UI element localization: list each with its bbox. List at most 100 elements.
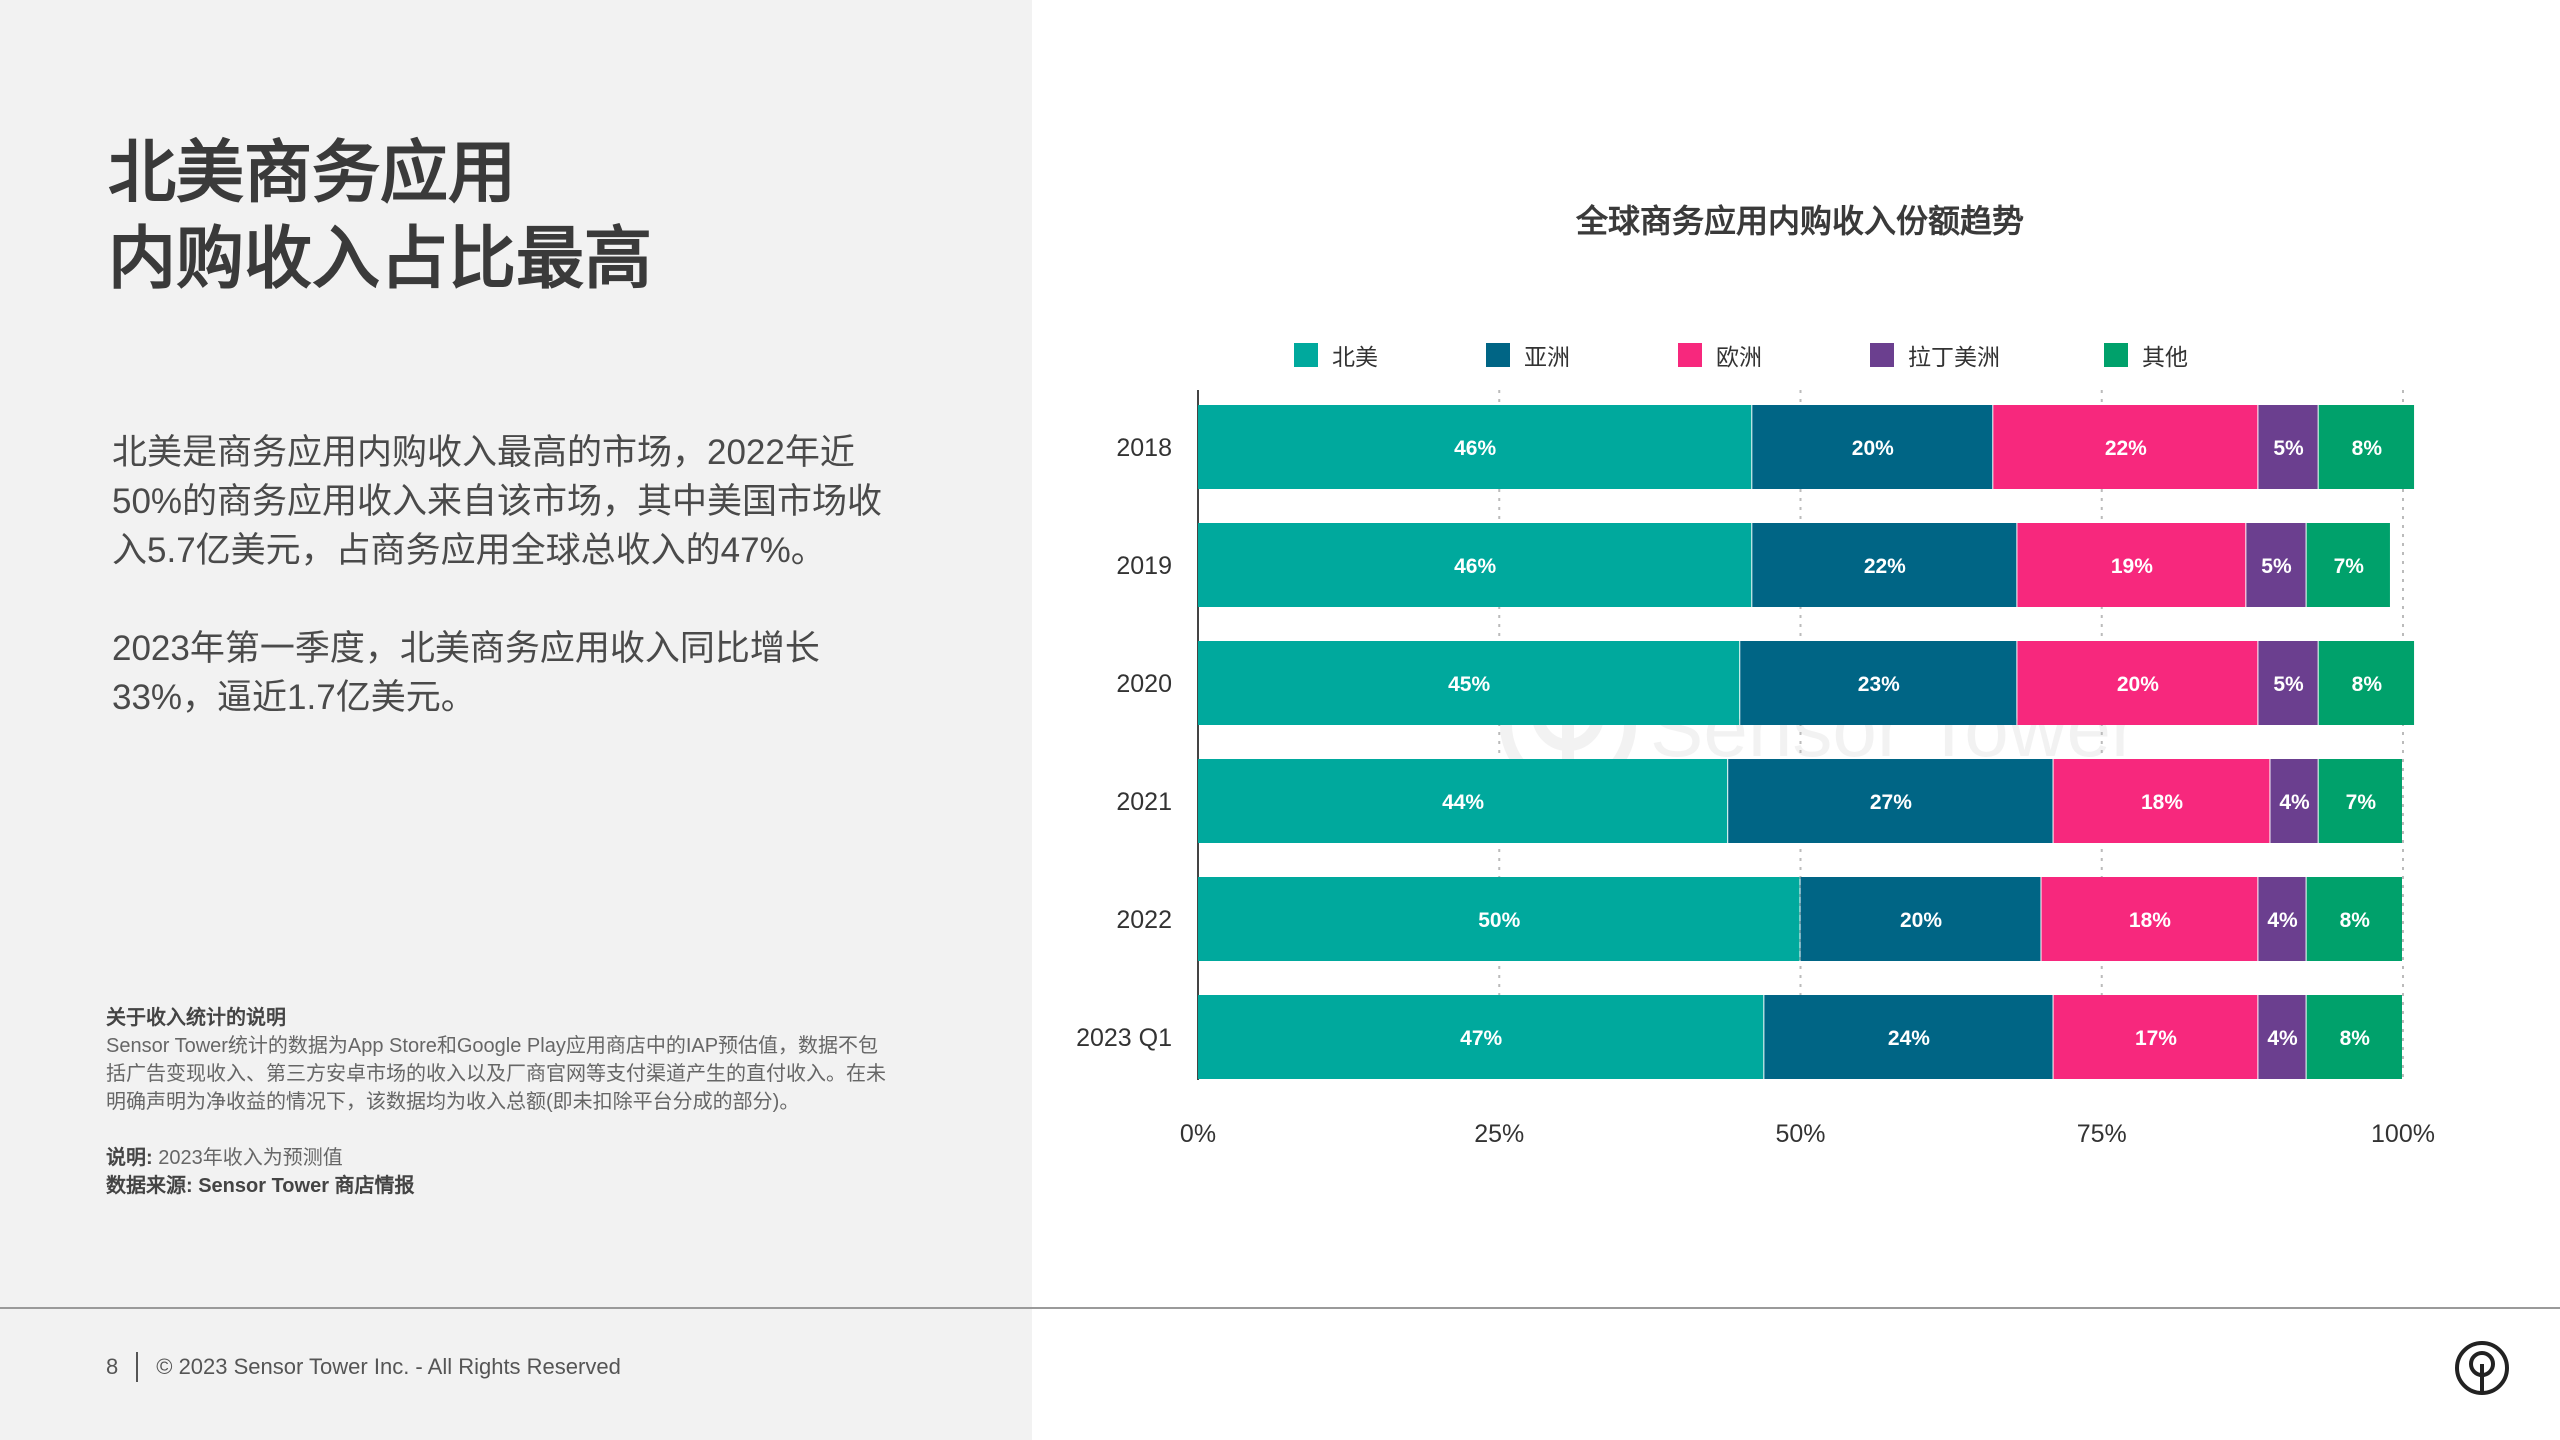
bar-segment — [1993, 405, 2258, 489]
x-tick-label: 50% — [1775, 1120, 1825, 1148]
y-category-label: 2021 — [1116, 788, 1172, 816]
bar-segment — [1198, 641, 1740, 725]
note-title: 关于收入统计的说明 — [106, 1007, 286, 1029]
data-label: 20% — [2117, 673, 2159, 696]
data-label: 46% — [1454, 437, 1496, 460]
x-tick-label: 100% — [2371, 1120, 2435, 1148]
explain-text: 2023年收入为预测值 — [158, 1147, 343, 1169]
legend-label: 拉丁美洲 — [1908, 344, 2000, 370]
bar-segment — [2306, 523, 2390, 607]
stacked-bar-chart: 0% 25% 50% 75% 100% 2018 46% 20% 22% 5% 8% 2019 46% 2… — [1076, 390, 2435, 1148]
data-label: 20% — [1852, 437, 1894, 460]
methodology-note: 关于收入统计的说明 Sensor Tower统计的数据为App Store和Go… — [106, 1004, 896, 1200]
data-label: 4% — [2267, 909, 2298, 932]
x-tick-label: 75% — [2077, 1120, 2127, 1148]
bar-segment — [2053, 759, 2270, 843]
data-label: 46% — [1454, 555, 1496, 578]
note-body: Sensor Tower统计的数据为App Store和Google Play应… — [106, 1035, 886, 1113]
y-category-label: 2018 — [1116, 434, 1172, 462]
bar-segment — [1740, 641, 2017, 725]
bar-segment — [2053, 995, 2258, 1079]
summary-paragraph-2: 2023年第一季度，北美商务应用收入同比增长33%，逼近1.7亿美元。 — [112, 629, 820, 717]
bar-segment — [2258, 405, 2318, 489]
copyright-text: © 2023 Sensor Tower Inc. - All Rights Re… — [156, 1354, 621, 1379]
sensor-tower-logo-icon — [2455, 1341, 2509, 1395]
bar-segment — [2017, 641, 2258, 725]
data-label: 47% — [1460, 1027, 1502, 1050]
data-label: 27% — [1870, 791, 1912, 814]
data-label: 4% — [2267, 1027, 2298, 1050]
data-label: 50% — [1478, 909, 1520, 932]
page-number: 8 — [106, 1354, 119, 1379]
legend-label: 北美 — [1332, 344, 1378, 370]
chart-title: 全球商务应用内购收入份额趋势 — [1575, 203, 2024, 239]
data-label: 8% — [2340, 909, 2371, 932]
bar-segment — [1800, 877, 2041, 961]
x-tick-label: 25% — [1474, 1120, 1524, 1148]
page-title-line-2: 内购收入占比最高 — [108, 221, 653, 297]
bar-segment — [2270, 759, 2318, 843]
bar-segment — [1198, 995, 1764, 1079]
data-label: 44% — [1442, 791, 1484, 814]
legend-item: 拉丁美洲 — [1870, 338, 2000, 372]
data-label: 18% — [2141, 791, 2183, 814]
data-label: 20% — [1900, 909, 1942, 932]
legend-item: 欧洲 — [1678, 338, 1762, 372]
page-title-line-1: 北美商务应用 — [108, 135, 517, 211]
bar-segment — [2017, 523, 2246, 607]
data-source: 数据来源: Sensor Tower 商店情报 — [106, 1175, 415, 1197]
explain-label: 说明: — [106, 1147, 153, 1169]
data-label: 19% — [2111, 555, 2153, 578]
explain-line: 说明: 2023年收入为预测值 — [106, 1144, 896, 1172]
data-label: 8% — [2340, 1027, 2371, 1050]
data-label: 24% — [1888, 1027, 1930, 1050]
bar-segment — [1764, 995, 2053, 1079]
legend-swatch — [2104, 343, 2128, 367]
data-label: 8% — [2352, 673, 2383, 696]
data-label: 22% — [1864, 555, 1906, 578]
legend-label: 欧洲 — [1716, 344, 1762, 370]
bar-segment — [2258, 641, 2318, 725]
data-label: 5% — [2273, 437, 2304, 460]
data-label: 45% — [1448, 673, 1490, 696]
bar-segment — [1752, 523, 2017, 607]
summary-text: 北美是商务应用内购收入最高的市场，2022年近50%的商务应用收入来自该市场，其… — [112, 428, 892, 771]
data-label: 5% — [2261, 555, 2292, 578]
bar-segment — [1198, 523, 1752, 607]
data-label: 5% — [2273, 673, 2304, 696]
data-label: 22% — [2105, 437, 2147, 460]
legend-swatch — [1294, 343, 1318, 367]
bar-segment — [2318, 759, 2402, 843]
legend-item: 其他 — [2104, 338, 2188, 372]
bar-segment — [2246, 523, 2306, 607]
left-panel — [0, 0, 1032, 1440]
bar-segment — [2318, 405, 2415, 489]
legend-item: 北美 — [1294, 338, 1378, 372]
data-label: 17% — [2135, 1027, 2177, 1050]
data-label: 7% — [2334, 555, 2365, 578]
page-title: 北美商务应用 内购收入占比最高 — [108, 130, 988, 302]
bar-segment — [2258, 877, 2306, 961]
data-label: 4% — [2279, 791, 2310, 814]
bar-segment — [2258, 995, 2306, 1079]
bar-segment — [1728, 759, 2053, 843]
y-category-label: 2020 — [1116, 670, 1172, 698]
bar-segment — [1198, 405, 1752, 489]
bar-segment — [2041, 877, 2258, 961]
legend-label: 其他 — [2142, 344, 2188, 370]
data-label: 8% — [2352, 437, 2383, 460]
bar-segment — [1752, 405, 1993, 489]
y-category-label: 2019 — [1116, 552, 1172, 580]
data-label: 23% — [1858, 673, 1900, 696]
legend-swatch — [1678, 343, 1702, 367]
bar-segment — [1198, 759, 1728, 843]
bar-segment — [2318, 641, 2415, 725]
legend-swatch — [1486, 343, 1510, 367]
bar-segment — [1198, 877, 1800, 961]
footer-separator — [136, 1352, 139, 1382]
legend-item: 亚洲 — [1486, 338, 1570, 372]
summary-paragraph-1: 北美是商务应用内购收入最高的市场，2022年近50%的商务应用收入来自该市场，其… — [112, 433, 883, 570]
y-category-label: 2023 Q1 — [1076, 1024, 1172, 1052]
y-category-label: 2022 — [1116, 906, 1172, 934]
bar-segment — [2306, 877, 2402, 961]
